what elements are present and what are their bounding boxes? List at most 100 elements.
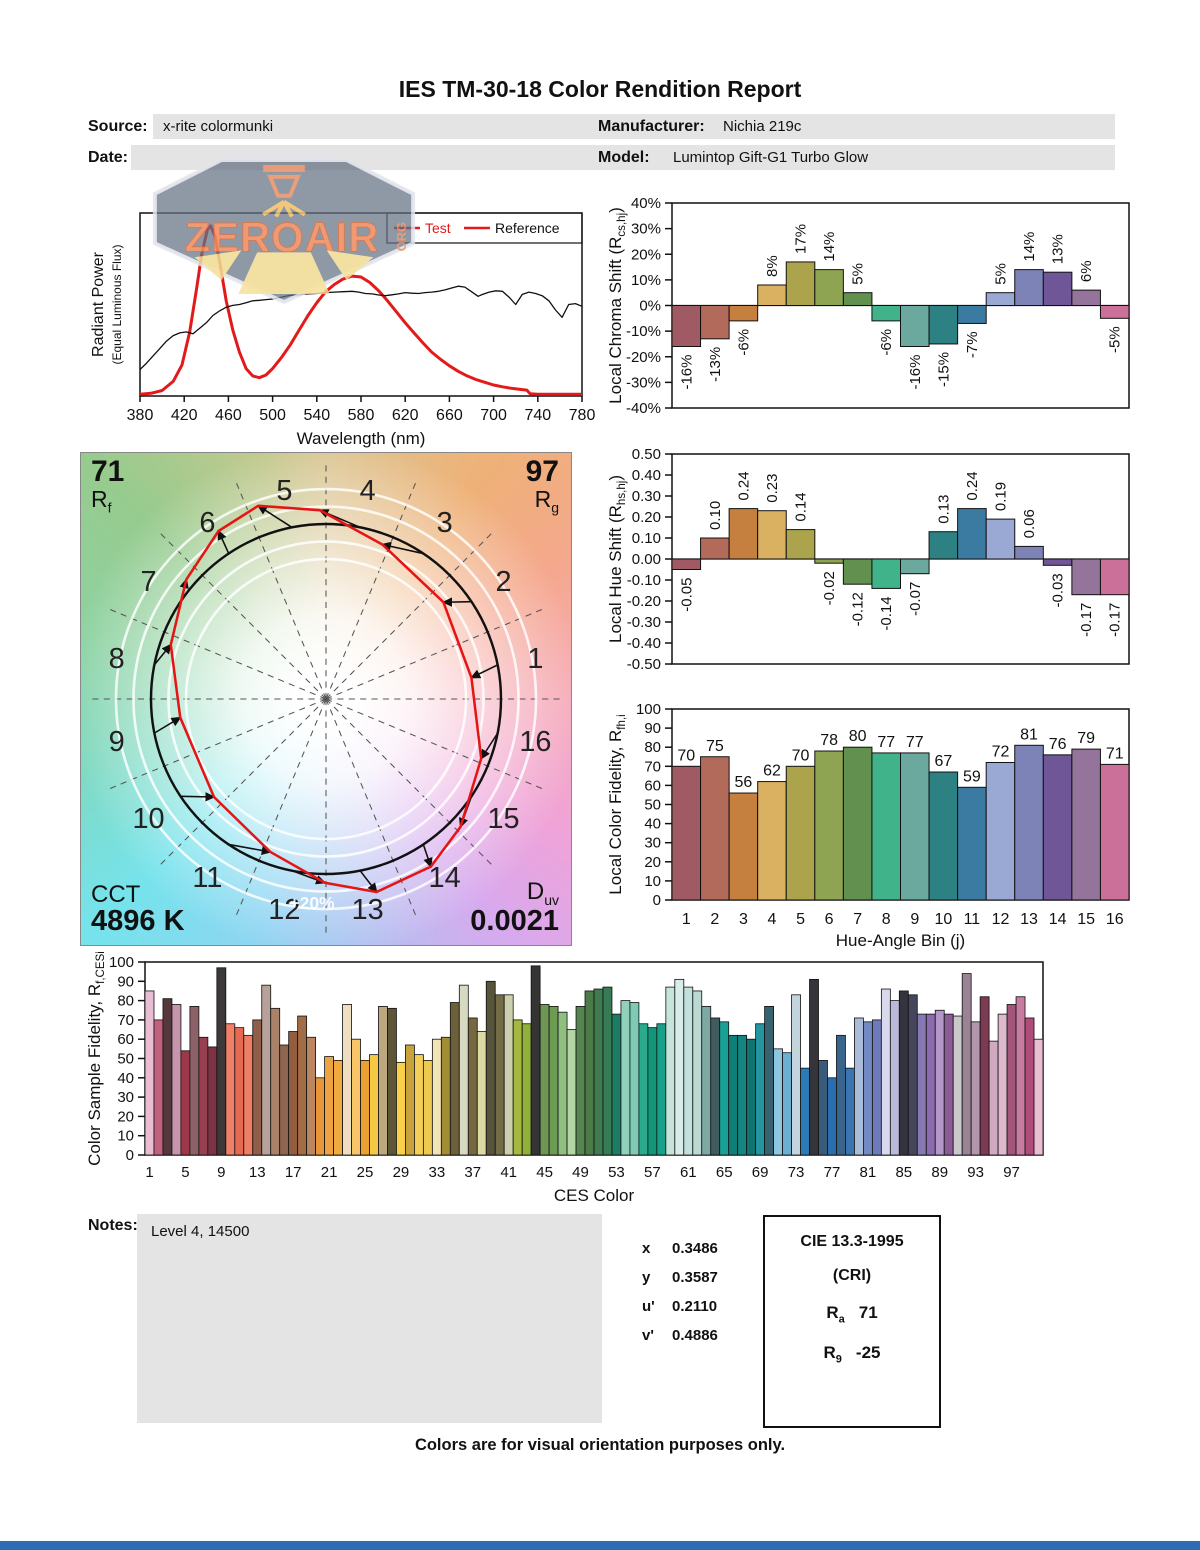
- svg-text:12: 12: [992, 911, 1010, 928]
- svg-text:8: 8: [109, 643, 125, 675]
- manufacturer-value: Nichia 219c: [723, 118, 802, 135]
- cri-ra-row: Ra 71: [826, 1303, 878, 1326]
- svg-text:14%: 14%: [1021, 232, 1038, 262]
- cri-r9-row: R9 -25: [823, 1343, 881, 1366]
- manufacturer-field: Nichia 219c: [713, 114, 1115, 139]
- svg-text:0.50: 0.50: [632, 446, 661, 463]
- duv-value: 0.0021: [470, 905, 559, 938]
- svg-text:-0.30: -0.30: [627, 614, 661, 631]
- svg-text:81: 81: [1020, 726, 1038, 743]
- svg-text:50: 50: [117, 1051, 134, 1068]
- svg-text:80: 80: [644, 739, 661, 756]
- svg-text:0.00: 0.00: [632, 551, 661, 568]
- svg-text:40: 40: [644, 816, 661, 833]
- chromaticity-u-row: u' 0.2110: [642, 1298, 718, 1315]
- svg-text:90: 90: [644, 720, 661, 737]
- svg-text:2: 2: [710, 911, 719, 928]
- svg-text:0.20: 0.20: [632, 509, 661, 526]
- svg-text:-6%: -6%: [878, 329, 895, 356]
- svg-text:460: 460: [215, 407, 242, 424]
- svg-text:Local Hue Shift (Rhs,hj): Local Hue Shift (Rhs,hj): [606, 475, 628, 643]
- svg-text:77: 77: [824, 1164, 841, 1181]
- svg-text:-10%: -10%: [626, 323, 661, 340]
- svg-text:21: 21: [321, 1164, 338, 1181]
- svg-text:14%: 14%: [821, 232, 838, 262]
- svg-text:12: 12: [268, 894, 300, 926]
- svg-text:Local Chroma Shift (Rcs,hj): Local Chroma Shift (Rcs,hj): [606, 207, 628, 404]
- svg-text:11: 11: [964, 911, 981, 928]
- chromaticity-y-row: y 0.3587: [642, 1269, 718, 1286]
- svg-text:5: 5: [181, 1164, 189, 1181]
- svg-text:-0.20: -0.20: [627, 593, 661, 610]
- chromaticity-x-row: x 0.3486: [642, 1240, 718, 1257]
- svg-text:6: 6: [825, 911, 834, 928]
- svg-text:0: 0: [653, 892, 661, 909]
- svg-text:Local Color Fidelity, Rfh,i: Local Color Fidelity, Rfh,i: [606, 714, 628, 894]
- svg-text:740: 740: [524, 407, 551, 424]
- svg-text:90: 90: [117, 973, 134, 990]
- model-label: Model:: [598, 149, 650, 166]
- svg-text:Test: Test: [425, 220, 451, 236]
- svg-text:780: 780: [569, 407, 596, 424]
- svg-text:71: 71: [1106, 745, 1124, 762]
- svg-text:100: 100: [109, 954, 134, 971]
- notes-field: Level 4, 14500: [137, 1214, 602, 1423]
- svg-text:2: 2: [495, 566, 511, 598]
- svg-text:380: 380: [127, 407, 154, 424]
- svg-text:77: 77: [877, 734, 895, 751]
- svg-text:-0.02: -0.02: [821, 571, 838, 605]
- svg-text:0.24: 0.24: [964, 471, 981, 500]
- svg-text:0.23: 0.23: [764, 473, 781, 502]
- svg-text:7: 7: [853, 911, 862, 928]
- rg-symbol: Rg: [534, 485, 559, 516]
- duv-label: Duv: [526, 878, 559, 909]
- svg-text:37: 37: [464, 1164, 481, 1181]
- svg-text:30%: 30%: [631, 221, 661, 238]
- beam-shapes: [194, 250, 374, 295]
- svg-text:10: 10: [117, 1128, 134, 1145]
- svg-text:76: 76: [1049, 736, 1067, 753]
- svg-text:-6%: -6%: [735, 329, 752, 356]
- svg-text:Wavelength (nm): Wavelength (nm): [297, 429, 426, 448]
- rg-block: 97 Rg: [526, 456, 559, 516]
- svg-text:-16%: -16%: [907, 355, 924, 390]
- svg-text:Radiant Power: Radiant Power: [90, 251, 107, 357]
- ces-color-sample-fidelity-chart: 0 10 20 30 40 50 60 70 80 90 100 1 5 9 13 17 21 25 29 33 37 4…: [85, 948, 1075, 1215]
- svg-text:10: 10: [644, 873, 661, 890]
- svg-text:0.30: 0.30: [632, 488, 661, 505]
- svg-text:0.24: 0.24: [735, 471, 752, 500]
- svg-text:-0.05: -0.05: [678, 578, 695, 612]
- svg-text:59: 59: [963, 768, 981, 785]
- svg-text:41: 41: [500, 1164, 517, 1181]
- svg-text:85: 85: [895, 1164, 912, 1181]
- zeroair-watermark-logo: ZEROAIR ORG: [140, 152, 428, 308]
- svg-text:-0.12: -0.12: [850, 592, 867, 626]
- svg-text:70: 70: [117, 1012, 134, 1029]
- svg-text:580: 580: [348, 407, 375, 424]
- manufacturer-label: Manufacturer:: [598, 118, 705, 135]
- svg-text:8: 8: [882, 911, 891, 928]
- cri-box: CIE 13.3-1995 (CRI) Ra 71 R9 -25: [763, 1215, 941, 1428]
- svg-text:-0.50: -0.50: [627, 656, 661, 673]
- svg-text:-30%: -30%: [626, 374, 661, 391]
- svg-text:9: 9: [217, 1164, 225, 1181]
- cct-value: 4896 K: [91, 905, 185, 938]
- svg-text:-20%: -20%: [626, 349, 661, 366]
- svg-text:CES Color: CES Color: [554, 1186, 635, 1205]
- svg-text:0.40: 0.40: [632, 467, 661, 484]
- svg-text:1: 1: [527, 643, 543, 675]
- footer-note: Colors are for visual orientation purpos…: [414, 1436, 786, 1454]
- source-field: x-rite colormunki: [153, 114, 741, 139]
- svg-text:75: 75: [706, 738, 724, 755]
- svg-text:0%: 0%: [639, 298, 661, 315]
- svg-text:6%: 6%: [1078, 260, 1095, 282]
- svg-text:61: 61: [680, 1164, 697, 1181]
- svg-text:29: 29: [393, 1164, 410, 1181]
- svg-text:-0.03: -0.03: [1050, 573, 1067, 607]
- svg-text:7: 7: [140, 566, 156, 598]
- model-value: Lumintop Gift-G1 Turbo Glow: [673, 149, 869, 166]
- svg-text:70: 70: [792, 747, 810, 764]
- page-bottom-banner: [0, 1541, 1200, 1550]
- svg-text:20: 20: [644, 854, 661, 871]
